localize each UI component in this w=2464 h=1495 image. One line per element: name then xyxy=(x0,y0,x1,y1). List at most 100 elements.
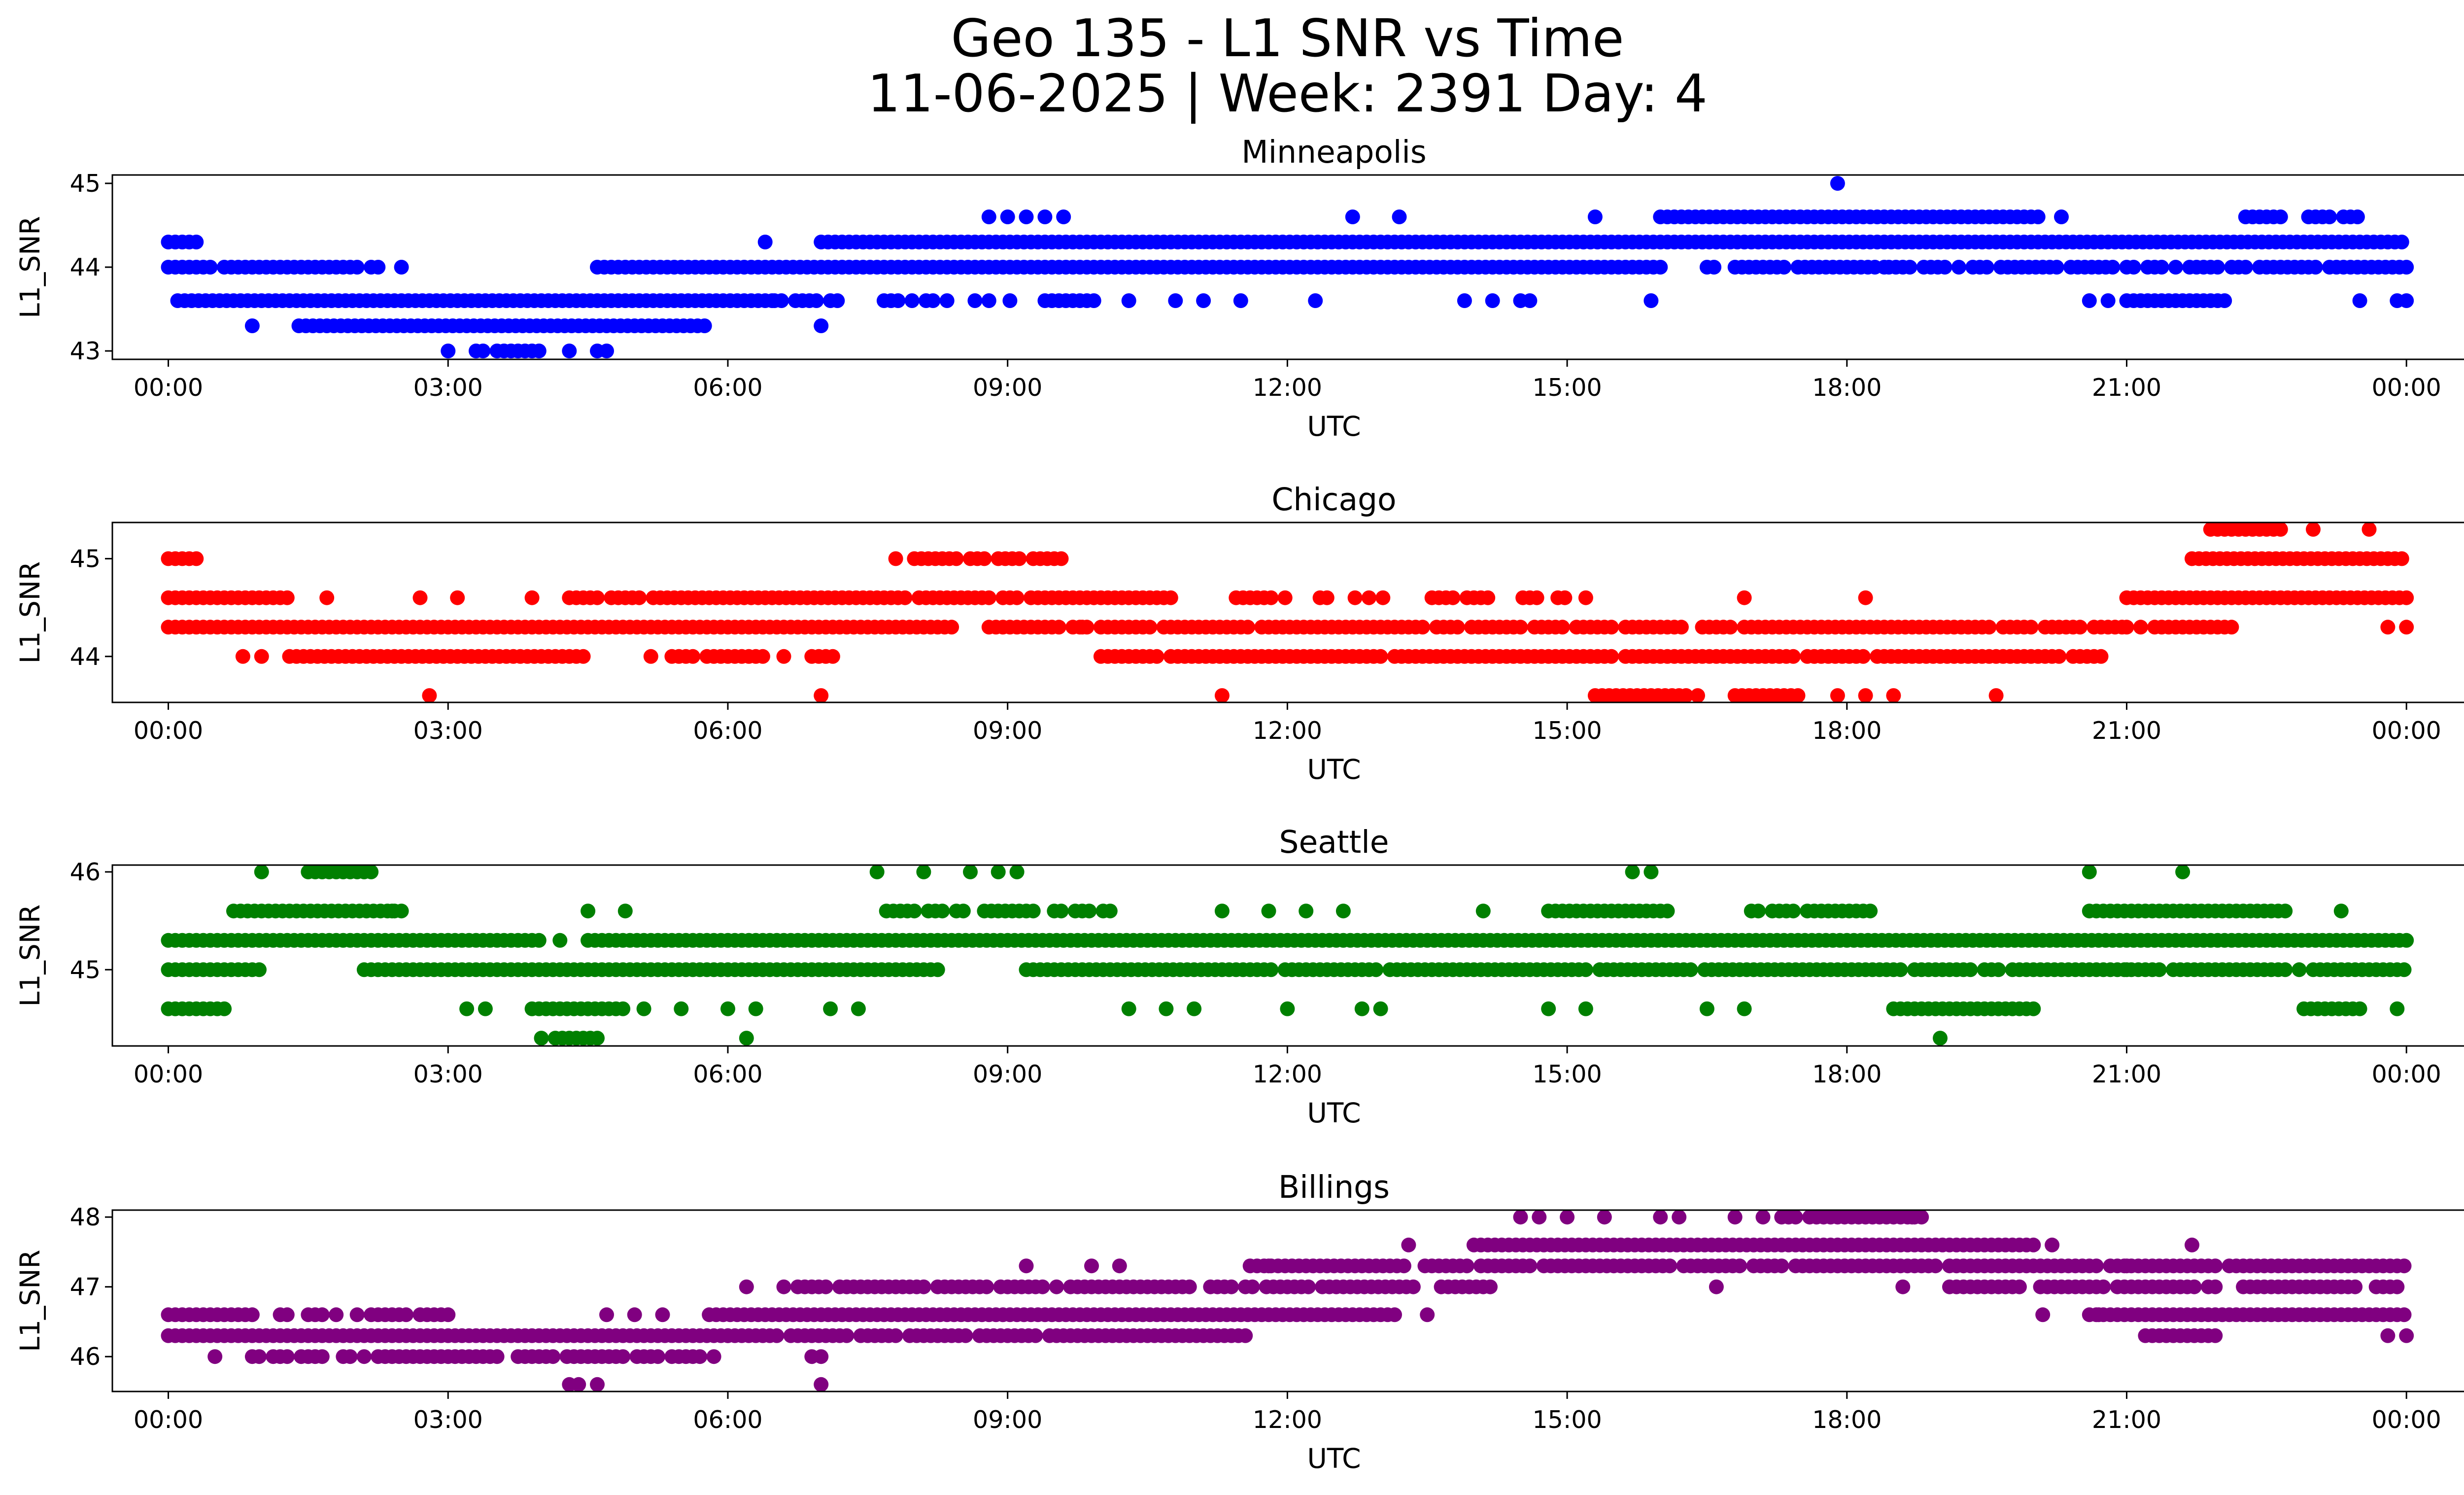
billings-data-point xyxy=(571,1377,586,1392)
billings-x-tick-label: 03:00 xyxy=(413,1406,483,1434)
billings-data-point xyxy=(979,1279,994,1294)
chicago-data-point xyxy=(2093,649,2109,664)
billings-data-point xyxy=(650,1349,665,1364)
minneapolis-data-point xyxy=(2154,260,2169,275)
minneapolis-data-point xyxy=(2100,293,2116,308)
billings-x-tick-label: 00:00 xyxy=(134,1406,203,1434)
billings-data-point xyxy=(1112,1258,1127,1274)
minneapolis-data-point xyxy=(2105,260,2121,275)
chicago-y-axis-label: L1_SNR xyxy=(14,561,46,663)
billings-data-point xyxy=(818,1279,833,1294)
billings-data-point xyxy=(1672,1210,1687,1225)
minneapolis-series xyxy=(161,176,2414,358)
chicago-data-point xyxy=(1578,590,1593,605)
minneapolis-data-point xyxy=(1196,293,1211,308)
minneapolis-data-point xyxy=(1522,293,1538,308)
chicago-data-point xyxy=(1362,590,1376,605)
billings-data-point xyxy=(627,1307,642,1322)
minneapolis-x-axis-label: UTC xyxy=(1307,411,1361,442)
chicago-data-point xyxy=(576,649,591,664)
billings-data-point xyxy=(1513,1210,1528,1225)
seattle-data-point xyxy=(1683,962,1698,977)
seattle-data-point xyxy=(935,904,950,919)
billings-data-point xyxy=(252,1349,267,1364)
chicago-x-tick-label: 00:00 xyxy=(134,717,203,745)
seattle-data-point xyxy=(1261,904,1276,919)
chicago-data-point xyxy=(1375,590,1391,605)
billings-data-point xyxy=(1238,1328,1253,1343)
chicago-data-point xyxy=(977,551,992,566)
chicago-data-point xyxy=(189,551,204,566)
chicago-data-point xyxy=(1604,649,1619,664)
billings-data-point xyxy=(616,1349,631,1364)
chicago-data-point xyxy=(685,649,700,664)
chicago-panel-title: Chicago xyxy=(1271,482,1396,518)
minneapolis-data-point xyxy=(1168,293,1183,308)
billings-data-point xyxy=(1727,1210,1743,1225)
seattle-data-point xyxy=(823,1001,838,1016)
minneapolis-data-point xyxy=(189,235,204,249)
minneapolis-data-point xyxy=(1457,293,1472,308)
minneapolis-data-point xyxy=(1777,260,1792,275)
seattle-x-tick-label: 00:00 xyxy=(2372,1060,2441,1088)
seattle-data-point xyxy=(364,864,379,879)
billings-data-point xyxy=(1224,1279,1239,1294)
chicago-data-point xyxy=(981,590,996,605)
minneapolis-x-tick-label: 09:00 xyxy=(973,374,1042,402)
chart-panel-minneapolis: 00:00 03:00 06:00 09:00 12:00 15:00 18:00 21:00… xyxy=(14,134,2464,442)
seattle-data-point xyxy=(1102,904,1118,919)
billings-data-point xyxy=(814,1349,829,1364)
billings-x-axis-label: UTC xyxy=(1307,1443,1361,1474)
chicago-data-point xyxy=(1790,688,1806,703)
chicago-data-point xyxy=(1415,620,1430,635)
billings-data-point xyxy=(356,1349,372,1364)
seattle-data-point xyxy=(2175,864,2190,879)
minneapolis-data-point xyxy=(2394,235,2409,249)
billings-data-point xyxy=(916,1279,931,1294)
minneapolis-data-point xyxy=(2273,209,2288,224)
billings-data-point xyxy=(655,1307,670,1322)
minneapolis-data-point xyxy=(925,293,941,308)
chicago-data-point xyxy=(643,649,658,664)
chicago-data-point xyxy=(1347,590,1363,605)
chicago-data-point xyxy=(1149,649,1164,664)
billings-plot-frame xyxy=(111,1209,2464,1392)
seattle-data-point xyxy=(217,1001,232,1016)
chicago-data-point xyxy=(1830,688,1845,703)
seattle-data-point xyxy=(2278,904,2293,919)
minneapolis-data-point xyxy=(1877,260,1892,275)
minneapolis-data-point xyxy=(1002,293,1018,308)
billings-x-tick-label: 21:00 xyxy=(2092,1406,2161,1434)
seattle-data-point xyxy=(1009,864,1025,879)
seattle-data-point xyxy=(1214,904,1230,919)
billings-data-point xyxy=(1895,1279,1911,1294)
seattle-data-point xyxy=(1082,904,1097,919)
billings-data-point xyxy=(706,1349,721,1364)
minneapolis-y-tick-label: 45 xyxy=(70,170,101,198)
minneapolis-data-point xyxy=(1086,293,1101,308)
seattle-data-point xyxy=(851,1001,866,1016)
seattle-data-point xyxy=(1751,904,1766,919)
chicago-data-point xyxy=(1557,590,1573,605)
minneapolis-data-point xyxy=(1121,293,1136,308)
seattle-x-tick-label: 21:00 xyxy=(2092,1060,2161,1088)
seattle-data-point xyxy=(1660,904,1675,919)
seattle-data-point xyxy=(478,1001,493,1016)
seattle-data-point xyxy=(1475,904,1491,919)
chicago-data-point xyxy=(1051,620,1066,635)
seattle-data-point xyxy=(956,904,971,919)
seattle-data-point xyxy=(2396,962,2412,977)
billings-data-point xyxy=(2035,1307,2051,1322)
minneapolis-data-point xyxy=(1019,209,1034,224)
seattle-data-point xyxy=(2278,962,2293,977)
seattle-data-point xyxy=(1373,1001,1388,1016)
minneapolis-data-point xyxy=(203,260,218,275)
billings-data-point xyxy=(1019,1258,1034,1274)
billings-data-point xyxy=(1532,1210,1547,1225)
seattle-data-point xyxy=(1299,904,1314,919)
chicago-data-point xyxy=(1075,620,1090,635)
chicago-data-point xyxy=(897,590,913,605)
seattle-data-point xyxy=(2119,962,2134,977)
minneapolis-data-point xyxy=(349,260,365,275)
